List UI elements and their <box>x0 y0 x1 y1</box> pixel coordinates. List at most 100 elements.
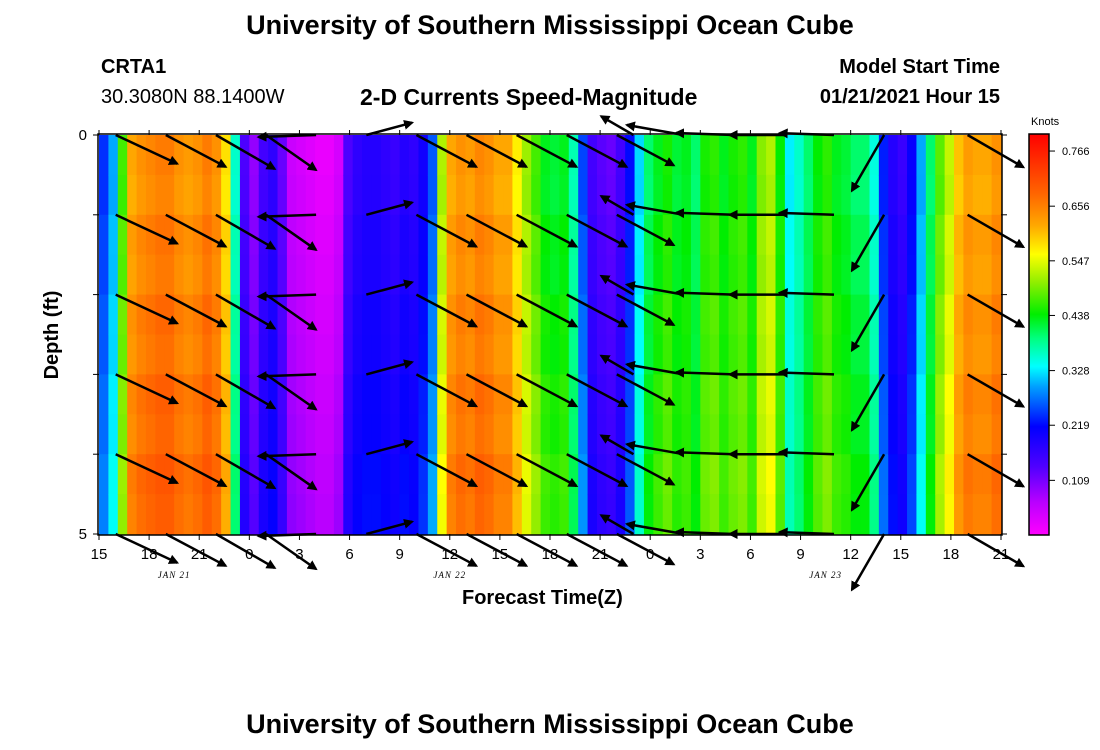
heat-cell <box>258 414 269 455</box>
heat-cell <box>756 254 767 296</box>
heat-cell <box>587 494 598 535</box>
heat-cell <box>531 135 542 176</box>
heat-cell <box>484 135 495 176</box>
heat-cell <box>268 454 279 495</box>
current-arrow <box>566 213 629 248</box>
heat-cell <box>192 414 203 455</box>
heat-cell <box>719 254 730 296</box>
heat-cell <box>239 374 250 415</box>
heat-cell <box>164 454 175 495</box>
heat-cell <box>982 454 993 495</box>
heat-cell <box>99 494 109 535</box>
heat-cell <box>456 414 467 455</box>
heat-cell <box>230 174 241 216</box>
heat-cell <box>775 494 786 535</box>
heat-cell <box>596 294 607 336</box>
heat-cell <box>211 214 222 256</box>
heat-cell <box>954 294 965 336</box>
heat-cell <box>578 414 589 455</box>
heat-cell <box>371 414 382 455</box>
heat-cell <box>690 454 701 495</box>
heat-cell <box>305 214 316 256</box>
heat-cell <box>841 334 852 375</box>
heat-cell <box>719 174 730 216</box>
heat-cell <box>982 374 993 415</box>
heat-cell <box>380 294 391 336</box>
heat-cell <box>578 494 589 535</box>
heat-cell <box>484 494 495 535</box>
heat-cell <box>954 214 965 256</box>
heat-cell <box>296 254 307 296</box>
heat-cell <box>333 334 344 375</box>
heat-cell <box>155 254 166 296</box>
heat-cell <box>822 414 833 455</box>
footer-title: University of Southern Mississippi Ocean… <box>246 709 854 739</box>
heat-cell <box>869 374 880 415</box>
heat-cell <box>324 135 335 176</box>
colorbar: Knots 0.766 0.656 0.547 0.438 0.328 0.219 0.10… <box>1028 116 1090 536</box>
heat-cell <box>690 494 701 535</box>
x-tick-label: 6 <box>345 546 353 563</box>
heat-cell <box>756 374 767 415</box>
heat-cell <box>813 294 824 336</box>
heat-cell <box>766 174 777 216</box>
heat-cell <box>230 374 241 415</box>
heat-cell <box>211 135 222 176</box>
heat-cell <box>192 135 203 176</box>
heat-cell <box>305 334 316 375</box>
heat-cell <box>850 174 861 216</box>
current-arrow <box>616 532 676 566</box>
heat-cell <box>136 454 147 495</box>
heat-cell <box>709 135 720 176</box>
current-arrow <box>365 359 415 376</box>
heat-cell <box>221 334 232 375</box>
heat-cell <box>399 174 410 216</box>
heat-cell <box>512 454 523 495</box>
heat-cell <box>117 454 128 495</box>
heat-cell <box>643 135 654 176</box>
heat-cell <box>268 135 279 176</box>
heat-cell <box>305 135 316 176</box>
heat-cell <box>258 334 269 375</box>
heat-cell <box>249 334 260 375</box>
heat-cell <box>127 494 138 535</box>
heat-cell <box>474 294 485 336</box>
current-arrow <box>115 293 180 325</box>
heat-cell <box>362 294 373 336</box>
heat-cell <box>709 214 720 256</box>
heat-cell <box>409 174 420 216</box>
heat-cell <box>972 254 983 296</box>
heat-cell <box>916 454 927 495</box>
heat-cell <box>521 414 532 455</box>
heat-cell <box>897 294 908 336</box>
heat-cell <box>343 294 354 336</box>
heat-cell <box>183 294 194 336</box>
heat-cell <box>991 454 1002 495</box>
heat-cell <box>587 174 598 216</box>
heat-cell <box>587 294 598 336</box>
heat-cell <box>822 254 833 296</box>
heat-cell <box>512 214 523 256</box>
heat-cell <box>521 254 532 296</box>
heat-cell <box>145 454 156 495</box>
heat-cell <box>672 214 683 256</box>
heat-cell <box>766 294 777 336</box>
heat-cell <box>737 454 748 495</box>
heat-cell <box>878 174 889 216</box>
heat-cell <box>719 214 730 256</box>
heat-cell <box>418 214 429 256</box>
heat-cell <box>841 254 852 296</box>
heat-cell <box>145 294 156 336</box>
heat-cell <box>869 174 880 216</box>
heat-cell <box>145 374 156 415</box>
heat-cell <box>446 174 457 216</box>
heat-cell <box>127 374 138 415</box>
heat-cell <box>662 374 673 415</box>
heat-cell <box>399 214 410 256</box>
heat-cell <box>634 414 645 455</box>
heat-cell <box>145 494 156 535</box>
heat-cell <box>202 294 213 336</box>
heat-cell <box>315 294 326 336</box>
heat-cell <box>775 294 786 336</box>
heat-cell <box>813 494 824 535</box>
